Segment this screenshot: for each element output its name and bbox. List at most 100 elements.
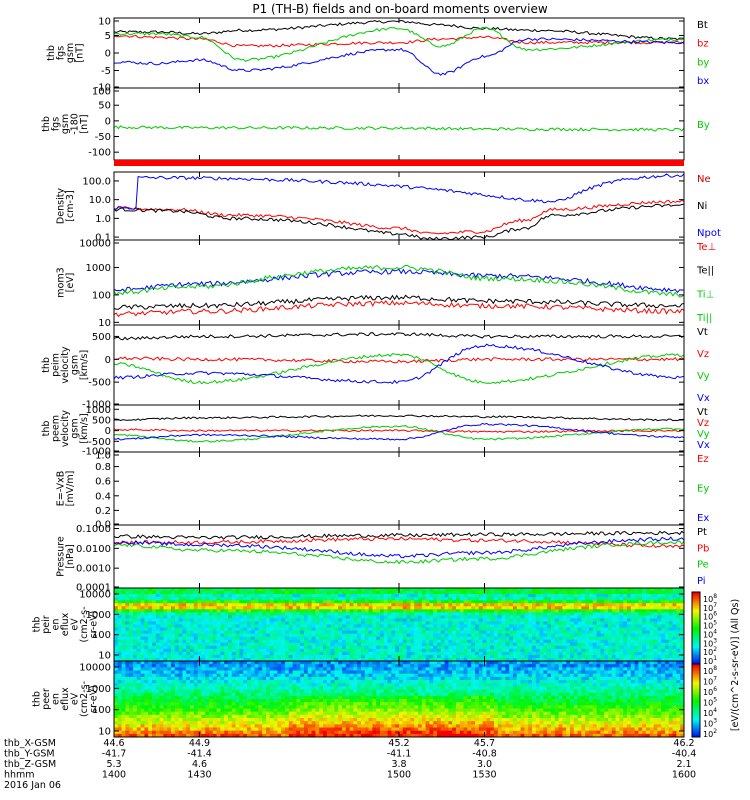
legend-Vz: Vz bbox=[697, 418, 709, 429]
svg-text:eflux: eflux bbox=[60, 612, 71, 636]
y-tick-label: -100 bbox=[88, 148, 111, 159]
panel-6: 10005000-500-1000thbpeemvelocitygsm[km/s… bbox=[41, 404, 710, 458]
y-tick-label: -10 bbox=[95, 83, 111, 94]
y-tick-label: 0.6 bbox=[95, 477, 111, 488]
legend-Pt: Pt bbox=[697, 527, 707, 538]
legend-Ex: Ex bbox=[697, 513, 709, 524]
y-tick-label: 100 bbox=[92, 630, 111, 641]
time-axis-value: 1500 bbox=[387, 770, 411, 781]
y-tick-label: 1000 bbox=[86, 684, 111, 695]
time-axis-value: 45.7 bbox=[474, 738, 495, 749]
time-axis-value: 46.2 bbox=[673, 738, 694, 749]
legend-Ti||: Ti|| bbox=[696, 313, 712, 324]
y-tick-label: 0.8 bbox=[95, 462, 111, 473]
time-axis-value: 1600 bbox=[672, 770, 696, 781]
y-tick-label: 0.0001 bbox=[76, 583, 111, 594]
y-tick-label: 10 bbox=[98, 318, 111, 329]
svg-text:[km/s]: [km/s] bbox=[79, 350, 90, 380]
y-tick-label: -5 bbox=[101, 66, 111, 77]
panels: 1050-5-10thbfgsgsm[nT]Btbzbybx100500-50-… bbox=[32, 17, 721, 738]
svg-text:en: en bbox=[51, 619, 62, 631]
legend-Te⊥: Te⊥ bbox=[696, 242, 716, 253]
time-axis-value: 5.3 bbox=[106, 759, 121, 770]
time-axis-value: 44.6 bbox=[103, 738, 124, 749]
time-axis-value: 2.1 bbox=[676, 759, 691, 770]
series-Vt bbox=[113, 332, 685, 341]
series-Pt bbox=[113, 530, 685, 540]
series-bz bbox=[113, 34, 685, 48]
series-Bt bbox=[113, 19, 685, 41]
time-axis-date: 2016 Jan 06 bbox=[4, 780, 61, 791]
panel-10: 10000 1000 100 10 thbpeerenefluxeV(cm2-s-sr-… bbox=[32, 660, 685, 738]
svg-text:velocity: velocity bbox=[60, 410, 71, 448]
time-axis-value: 4.6 bbox=[192, 759, 207, 770]
y-axis-label: Pressure[nPa] bbox=[55, 536, 76, 577]
y-tick-label: 100 bbox=[92, 290, 111, 301]
svg-text:peim: peim bbox=[51, 353, 62, 377]
svg-text:[nT]: [nT] bbox=[74, 43, 85, 62]
legend-Pi: Pi bbox=[697, 576, 706, 587]
y-tick-label: 100 bbox=[92, 87, 111, 98]
panel-separator-bar bbox=[114, 160, 684, 166]
y-tick-label: -1000 bbox=[82, 400, 111, 411]
time-axis-row-label: thb_Y-GSM bbox=[4, 749, 55, 760]
time-axis-value: -41.7 bbox=[102, 749, 127, 760]
y-tick-label: 5 bbox=[105, 31, 111, 42]
time-axis-value: 1430 bbox=[187, 770, 211, 781]
series-Ti⊥ bbox=[113, 268, 685, 294]
y-tick-label: 0.0100 bbox=[76, 544, 111, 555]
y-tick-label: 1.0 bbox=[95, 214, 111, 225]
y-tick-label: 0.1 bbox=[95, 233, 111, 244]
legend-bx: bx bbox=[697, 76, 709, 87]
series-Ni bbox=[113, 203, 685, 241]
y-tick-label: -500 bbox=[88, 437, 111, 448]
y-tick-label: 10000 bbox=[79, 663, 111, 674]
svg-text:(cm2-s-: (cm2-s- bbox=[79, 606, 90, 642]
series-Vz bbox=[113, 356, 685, 364]
y-axis-label: mom3[eV] bbox=[55, 267, 76, 297]
time-axis-value: 1530 bbox=[472, 770, 496, 781]
series-Vt bbox=[113, 414, 685, 422]
series-Te⊥ bbox=[113, 299, 685, 318]
svg-text:[nPa]: [nPa] bbox=[65, 544, 76, 569]
y-tick-label: 0.2 bbox=[95, 506, 111, 517]
time-axis-row-label: hhmm bbox=[4, 770, 35, 781]
series-Vx bbox=[113, 343, 685, 385]
y-tick-label: -1000 bbox=[82, 447, 111, 458]
y-tick-label: 0 bbox=[105, 355, 111, 366]
series-Pb bbox=[113, 536, 685, 549]
y-tick-label: 10 bbox=[98, 17, 111, 28]
y-tick-label: 500 bbox=[92, 332, 111, 343]
svg-text:thb: thb bbox=[41, 357, 52, 373]
svg-text:gsm: gsm bbox=[60, 114, 71, 134]
panel-frame bbox=[113, 239, 685, 326]
time-axis-value: -41.4 bbox=[187, 749, 212, 760]
y-axis-label: E=-VxB[mV/m] bbox=[55, 471, 76, 507]
series-Te|| bbox=[113, 294, 685, 310]
legend-Ni: Ni bbox=[697, 201, 707, 212]
legend-Pe: Pe bbox=[697, 560, 709, 571]
legend-Pb: Pb bbox=[697, 543, 709, 554]
legend-by: by bbox=[697, 57, 709, 68]
panel-3: 100.0 10.0 1.0 0.1 Density[cm-3] Ne Ni Npot bbox=[55, 171, 721, 244]
time-axis-row-label: thb_Z-GSM bbox=[4, 759, 56, 770]
svg-text:[mV/m]: [mV/m] bbox=[65, 471, 76, 507]
y-tick-label: 100 bbox=[92, 705, 111, 716]
svg-text:thb: thb bbox=[41, 421, 52, 437]
series-By bbox=[113, 125, 685, 132]
y-tick-label: 50 bbox=[98, 101, 111, 112]
time-axis-value: 1400 bbox=[102, 770, 126, 781]
panel-7: 1.00.8 0.6 0.4 0.2 0.0 E=-VxB[mV/m] Ez Ey Ex bbox=[55, 451, 709, 531]
svg-text:mom3: mom3 bbox=[55, 267, 66, 297]
y-axis-label: Density[cm-3] bbox=[55, 188, 76, 224]
y-tick-label: 10000 bbox=[79, 590, 111, 601]
legend-Vz: Vz bbox=[697, 349, 709, 360]
time-axis-value: 3.0 bbox=[477, 759, 492, 770]
legend-By: By bbox=[697, 120, 710, 131]
